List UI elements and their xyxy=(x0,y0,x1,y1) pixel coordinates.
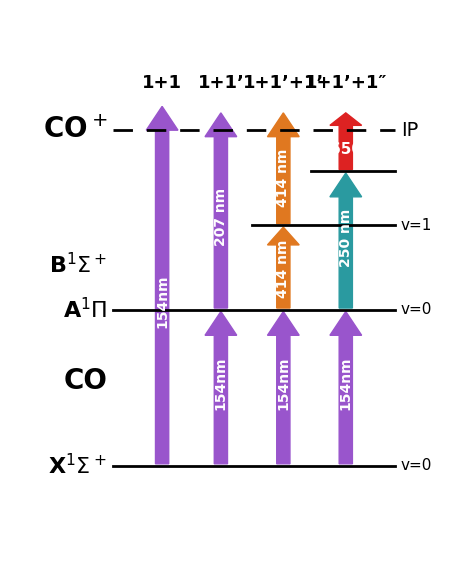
Text: X$^1\Sigma^+$: X$^1\Sigma^+$ xyxy=(48,453,107,478)
Text: 154nm: 154nm xyxy=(214,357,228,410)
Text: 154nm: 154nm xyxy=(276,357,291,410)
Text: 250 nm: 250 nm xyxy=(339,209,353,268)
FancyArrow shape xyxy=(267,311,299,464)
Text: 414 nm: 414 nm xyxy=(276,239,291,298)
Text: v=1: v=1 xyxy=(401,218,432,233)
Text: 1+1’: 1+1’ xyxy=(198,74,244,92)
Text: v=0: v=0 xyxy=(401,458,432,473)
Text: 414 nm: 414 nm xyxy=(276,148,291,207)
FancyArrow shape xyxy=(330,113,362,170)
Text: 1+1’+1″: 1+1’+1″ xyxy=(305,74,387,92)
Text: 1+1: 1+1 xyxy=(142,74,182,92)
FancyArrow shape xyxy=(146,106,178,464)
Text: 154nm: 154nm xyxy=(155,274,169,328)
Text: 1+1’+1’: 1+1’+1’ xyxy=(243,74,324,92)
Text: 650: 650 xyxy=(330,142,362,157)
Text: IP: IP xyxy=(401,121,418,140)
Text: 207 nm: 207 nm xyxy=(214,188,228,246)
FancyArrow shape xyxy=(330,311,362,464)
FancyArrow shape xyxy=(205,311,237,464)
Text: B$^1\Sigma^+$: B$^1\Sigma^+$ xyxy=(49,252,107,277)
Text: CO: CO xyxy=(63,367,107,395)
FancyArrow shape xyxy=(330,173,362,308)
Text: CO$^+$: CO$^+$ xyxy=(43,116,107,144)
Text: v=0: v=0 xyxy=(401,302,432,318)
FancyArrow shape xyxy=(205,113,237,308)
FancyArrow shape xyxy=(267,113,299,224)
FancyArrow shape xyxy=(267,227,299,308)
Text: A$^1\Pi$: A$^1\Pi$ xyxy=(63,297,107,323)
Text: 154nm: 154nm xyxy=(339,357,353,410)
